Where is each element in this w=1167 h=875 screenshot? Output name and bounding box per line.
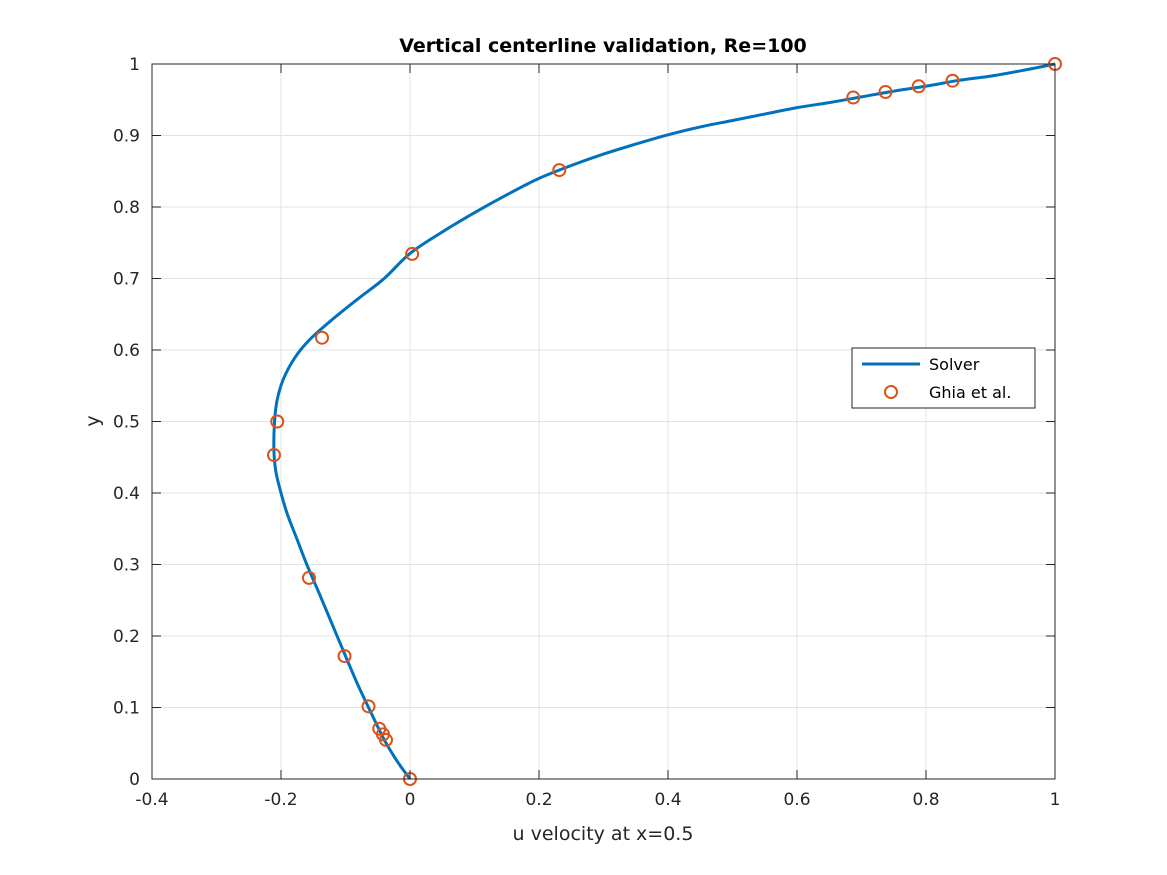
y-tick-label: 0.2 (113, 627, 140, 647)
y-tick-label: 0 (129, 770, 140, 790)
ghia-marker (945, 73, 960, 88)
ghia-marker (270, 414, 285, 429)
y-tick-label: 0.7 (113, 270, 140, 290)
x-tick-label: 0 (405, 790, 416, 810)
ghia-marker (315, 330, 330, 345)
x-tick-label: -0.4 (135, 790, 168, 810)
y-axis-label: y (82, 415, 104, 426)
ghia-marker (266, 448, 281, 463)
ghia-marker (911, 79, 926, 94)
x-tick-label: 0.6 (783, 790, 810, 810)
ghia-marker (552, 163, 567, 178)
x-tick-label: 0.8 (912, 790, 939, 810)
x-tick-label: 0.4 (654, 790, 681, 810)
ghia-marker (878, 84, 893, 99)
ghia-marker (846, 90, 861, 105)
y-tick-label: 1 (129, 55, 140, 75)
y-tick-label: 0.4 (113, 484, 140, 504)
data-layer (266, 57, 1062, 786)
ghia-marker (361, 699, 376, 714)
legend-ghia-marker (884, 385, 898, 399)
ghia-marker (372, 721, 387, 736)
x-axis-label: u velocity at x=0.5 (513, 823, 694, 845)
chart-title: Vertical centerline validation, Re=100 (399, 35, 807, 57)
x-tick-label: -0.2 (264, 790, 297, 810)
legend: Solver Ghia et al. (851, 347, 1036, 409)
solver-line (272, 62, 1056, 780)
ghia-marker (301, 570, 316, 585)
ticks: -0.4 -0.2 0 0.2 0.4 0.6 0.8 1 0 0.1 0.2 0.3 0.4 0.5 0.… (113, 55, 1060, 810)
x-tick-label: 0.2 (525, 790, 552, 810)
legend-ghia-label: Ghia et al. (929, 383, 1011, 402)
y-tick-label: 0.3 (113, 556, 140, 576)
y-tick-label: 0.1 (113, 699, 140, 719)
ghia-marker (405, 246, 420, 261)
y-tick-label: 0.9 (113, 127, 140, 147)
legend-solver-label: Solver (929, 355, 980, 374)
legend-box (851, 347, 1036, 409)
y-tick-label: 0.8 (113, 198, 140, 218)
y-tick-label: 0.5 (113, 413, 140, 433)
x-tick-label: 1 (1050, 790, 1061, 810)
ghia-marker (337, 649, 352, 664)
y-tick-label: 0.6 (113, 341, 140, 361)
